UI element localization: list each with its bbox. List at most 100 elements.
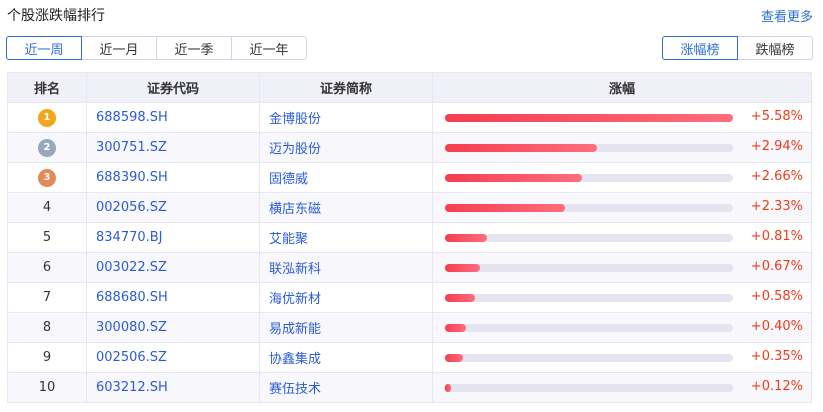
stock-code[interactable]: 688598.SH [86, 102, 260, 133]
stock-code[interactable]: 834770.BJ [86, 222, 260, 253]
gold-medal-icon: 1 [38, 108, 56, 127]
table-row[interactable]: 5 834770.BJ 艾能聚 +0.81% [7, 222, 812, 253]
change-cell: +2.33% [432, 192, 812, 223]
view-more-link[interactable]: 查看更多 [760, 10, 813, 25]
tab-month[interactable]: 近一月 [81, 36, 157, 60]
rank-cell: 10 [7, 372, 87, 403]
change-cell: +0.67% [432, 252, 812, 283]
change-bar-track [445, 234, 733, 242]
ranking-table: 排名 证券代码 证券简称 涨幅 1 688598.SH 金博股份 +5.58% 2… [7, 72, 812, 403]
rank-number: 9 [42, 350, 52, 365]
table-row[interactable]: 4 002056.SZ 横店东磁 +2.33% [7, 192, 812, 223]
rank-number: 5 [42, 230, 52, 245]
col-code: 证券代码 [86, 72, 260, 103]
stock-code[interactable]: 688390.SH [86, 162, 260, 193]
change-bar-fill [445, 144, 597, 152]
change-bar-fill [445, 204, 566, 212]
stock-code[interactable]: 688680.SH [86, 282, 260, 313]
tab-quarter[interactable]: 近一季 [156, 36, 232, 60]
col-rank: 排名 [7, 72, 87, 103]
table-row[interactable]: 10 603212.SH 赛伍技术 +0.12% [7, 372, 812, 403]
rank-cell: 6 [7, 252, 87, 283]
change-bar-track [445, 324, 733, 332]
rank-number: 7 [42, 290, 52, 305]
change-bar-track [445, 354, 733, 362]
stock-code[interactable]: 300751.SZ [86, 132, 260, 163]
change-bar-fill [445, 294, 475, 302]
rank-cell: 3 [7, 162, 87, 193]
change-bar-track [445, 174, 733, 182]
change-bar-fill [445, 234, 487, 242]
change-cell: +5.58% [432, 102, 812, 133]
stock-name[interactable]: 金博股份 [259, 102, 433, 133]
change-bar-track [445, 114, 733, 122]
change-bar-fill [445, 324, 466, 332]
stock-name[interactable]: 固德威 [259, 162, 433, 193]
stock-code[interactable]: 003022.SZ [86, 252, 260, 283]
stock-code[interactable]: 603212.SH [86, 372, 260, 403]
stock-code[interactable]: 002506.SZ [86, 342, 260, 373]
change-bar-fill [445, 384, 452, 392]
change-bar-track [445, 144, 733, 152]
change-bar-fill [445, 114, 733, 122]
rank-cell: 4 [7, 192, 87, 223]
stock-name[interactable]: 海优新材 [259, 282, 433, 313]
stock-code[interactable]: 002056.SZ [86, 192, 260, 223]
change-bar-track [445, 204, 733, 212]
table-row[interactable]: 2 300751.SZ 迈为股份 +2.94% [7, 132, 812, 163]
change-bar-fill [445, 264, 480, 272]
period-tabs: 近一周 近一月 近一季 近一年 [6, 36, 307, 60]
rank-cell: 1 [7, 102, 87, 133]
tab-year[interactable]: 近一年 [231, 36, 307, 60]
tab-week[interactable]: 近一周 [6, 36, 82, 60]
tab-losers[interactable]: 跌幅榜 [737, 36, 813, 60]
change-bar-fill [445, 174, 583, 182]
table-row[interactable]: 9 002506.SZ 协鑫集成 +0.35% [7, 342, 812, 373]
change-bar-fill [445, 354, 464, 362]
stock-name[interactable]: 联泓新科 [259, 252, 433, 283]
table-row[interactable]: 6 003022.SZ 联泓新科 +0.67% [7, 252, 812, 283]
page-title: 个股涨跌幅排行 [7, 8, 105, 24]
rank-cell: 7 [7, 282, 87, 313]
change-percent: +0.40% [750, 319, 803, 334]
table-row[interactable]: 3 688390.SH 固德威 +2.66% [7, 162, 812, 193]
change-cell: +2.94% [432, 132, 812, 163]
rank-cell: 5 [7, 222, 87, 253]
change-percent: +2.66% [750, 169, 803, 184]
table-row[interactable]: 7 688680.SH 海优新材 +0.58% [7, 282, 812, 313]
rank-cell: 8 [7, 312, 87, 343]
stock-name[interactable]: 协鑫集成 [259, 342, 433, 373]
change-percent: +5.58% [750, 109, 803, 124]
stock-name[interactable]: 横店东磁 [259, 192, 433, 223]
change-percent: +0.35% [750, 349, 803, 364]
stock-code[interactable]: 300080.SZ [86, 312, 260, 343]
stock-name[interactable]: 艾能聚 [259, 222, 433, 253]
rank-cell: 2 [7, 132, 87, 163]
rank-number: 10 [38, 380, 56, 395]
change-cell: +2.66% [432, 162, 812, 193]
change-cell: +0.40% [432, 312, 812, 343]
rank-number: 8 [42, 320, 52, 335]
change-bar-track [445, 264, 733, 272]
stock-name[interactable]: 易成新能 [259, 312, 433, 343]
change-cell: +0.58% [432, 282, 812, 313]
change-cell: +0.81% [432, 222, 812, 253]
table-row[interactable]: 8 300080.SZ 易成新能 +0.40% [7, 312, 812, 343]
change-percent: +0.58% [750, 289, 803, 304]
change-bar-track [445, 294, 733, 302]
tab-gainers[interactable]: 涨幅榜 [662, 36, 738, 60]
change-percent: +2.33% [750, 199, 803, 214]
table-row[interactable]: 1 688598.SH 金博股份 +5.58% [7, 102, 812, 133]
col-name: 证券简称 [259, 72, 433, 103]
rank-cell: 9 [7, 342, 87, 373]
change-percent: +0.12% [750, 379, 803, 394]
stock-name[interactable]: 迈为股份 [259, 132, 433, 163]
change-percent: +0.67% [750, 259, 803, 274]
direction-tabs: 涨幅榜 跌幅榜 [662, 36, 813, 60]
stock-name[interactable]: 赛伍技术 [259, 372, 433, 403]
silver-medal-icon: 2 [38, 138, 56, 157]
change-cell: +0.12% [432, 372, 812, 403]
rank-number: 6 [42, 260, 52, 275]
change-percent: +2.94% [750, 139, 803, 154]
bronze-medal-icon: 3 [38, 168, 56, 187]
